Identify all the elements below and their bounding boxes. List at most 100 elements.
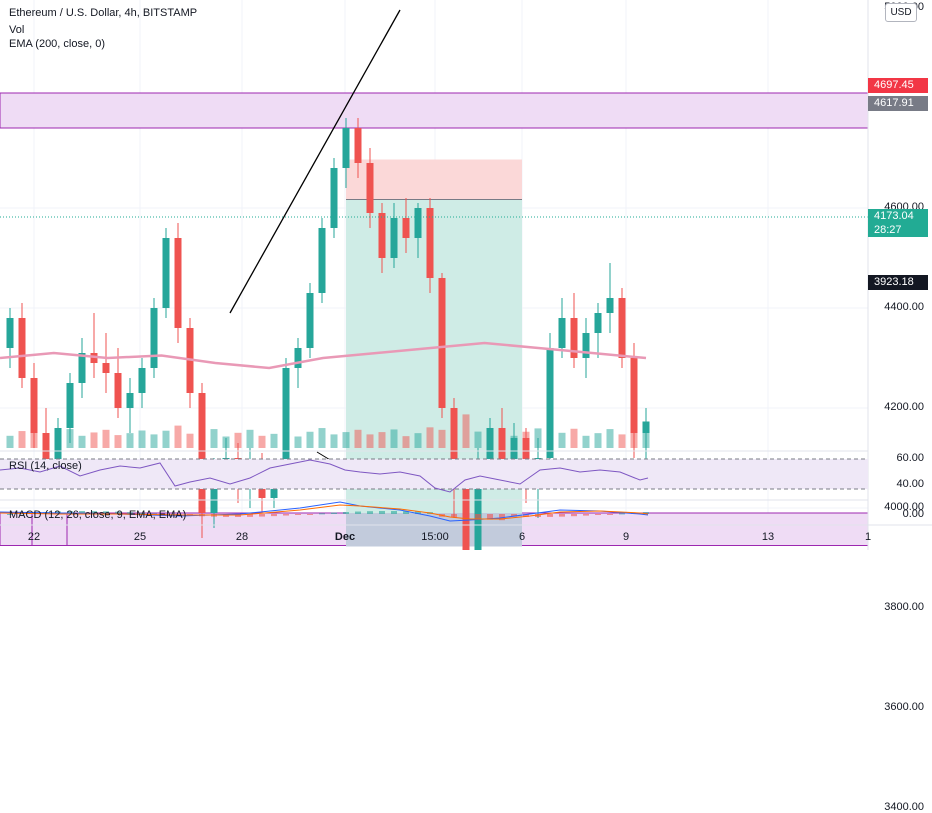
macd-bar [79,511,85,514]
macd-bar [355,511,361,514]
candle-body [294,348,302,368]
macd-bar [127,512,133,514]
volume-bar [378,432,386,448]
macd-signal-line [0,504,649,520]
candle-body [78,353,86,383]
resistance-zone [0,92,869,129]
macd-bar [403,511,409,514]
macd-bar [559,514,565,517]
volume-bar [174,425,182,448]
bar-countdown: 28:27 [874,224,902,236]
macd-bar [103,511,109,514]
candle-body [342,128,350,168]
candle-body [210,468,218,513]
macd-bar [643,512,649,514]
volume-bar [306,431,314,448]
macd-bar [523,514,529,517]
macd-bar [475,514,481,519]
macd-bar [463,514,469,519]
price-axis-label: 3600.00 [884,701,924,713]
candle-body [102,363,110,373]
candle-body [570,318,578,358]
candle-body [450,408,458,488]
volume-bar [114,435,122,448]
chart-title: Ethereum / U.S. Dollar, 4h, BITSTAMP [9,7,198,19]
volume-bar [78,435,86,448]
candle-body [150,308,158,368]
candle-body [546,348,554,458]
macd-bar [283,514,289,516]
candle-body [66,383,74,428]
volume-bar [354,429,362,448]
macd-bar [619,513,625,515]
volume-bar [474,431,482,448]
volume-bar [186,433,194,448]
time-axis-label: 15:00 [421,531,449,543]
price-axis-label: 4000.00 [884,501,924,513]
volume-bar [462,414,470,448]
candle-body [618,298,626,358]
candle-body [42,433,50,463]
trendline[interactable] [229,9,401,314]
macd-bar [547,514,553,517]
volume-bar [162,430,170,448]
macd-bar [391,511,397,514]
macd-bar [499,514,505,521]
macd-bar [535,514,541,517]
macd-bar [271,514,277,517]
price-axis-label: 4200.00 [884,401,924,413]
candle-body [6,318,14,348]
time-axis-label: 13 [761,531,775,543]
candle-body [582,333,590,358]
volume-bar [402,436,410,448]
entry-price-tag: 4617.91 [868,96,928,111]
volume-bar [414,433,422,448]
candle-body [318,228,326,293]
macd-bar [319,513,325,515]
volume-bar [246,429,254,448]
take-profit-area [346,199,522,547]
rsi-legend: RSI (14, close) [9,460,82,472]
candle-body [630,358,638,433]
candle-body [486,428,494,463]
volume-bar [606,429,614,448]
candle-body [354,128,362,163]
volume-bar [318,428,326,448]
volume-bar [234,432,242,448]
volume-bar [582,435,590,448]
trading-chart[interactable] [0,0,932,550]
candle-body [18,318,26,378]
candle-body [606,298,614,313]
macd-bar [451,514,457,518]
volume-bar [438,429,446,448]
volume-bar [102,429,110,448]
candle-body [594,313,602,333]
volume-bar [18,431,26,448]
volume-bar [570,428,578,448]
macd-bar [307,514,313,515]
candle-body [426,208,434,278]
candle-body [510,438,518,468]
time-axis-label: 6 [518,531,526,543]
macd-bar [595,514,601,515]
candle-body [414,208,422,238]
macd-bar [67,511,73,514]
macd-bar [295,514,301,515]
rsi-line [0,459,649,493]
candle-body [162,238,170,308]
macd-bar [511,514,517,517]
volume-legend: Vol [9,24,25,36]
volume-bar [210,429,218,448]
target-price-tag: 3923.18 [868,275,928,290]
stop-loss-area [346,159,522,200]
rsi-axis-label-60: 60.00 [896,452,924,464]
candle-body [198,393,206,513]
volume-bar [342,432,350,448]
volume-bar [270,433,278,448]
candle-body [174,238,182,328]
macd-bar [343,512,349,514]
candle-body [126,393,134,408]
currency-button[interactable]: USD [885,3,917,22]
volume-bar [330,434,338,448]
current-price-value: 4173.04 [874,210,914,222]
